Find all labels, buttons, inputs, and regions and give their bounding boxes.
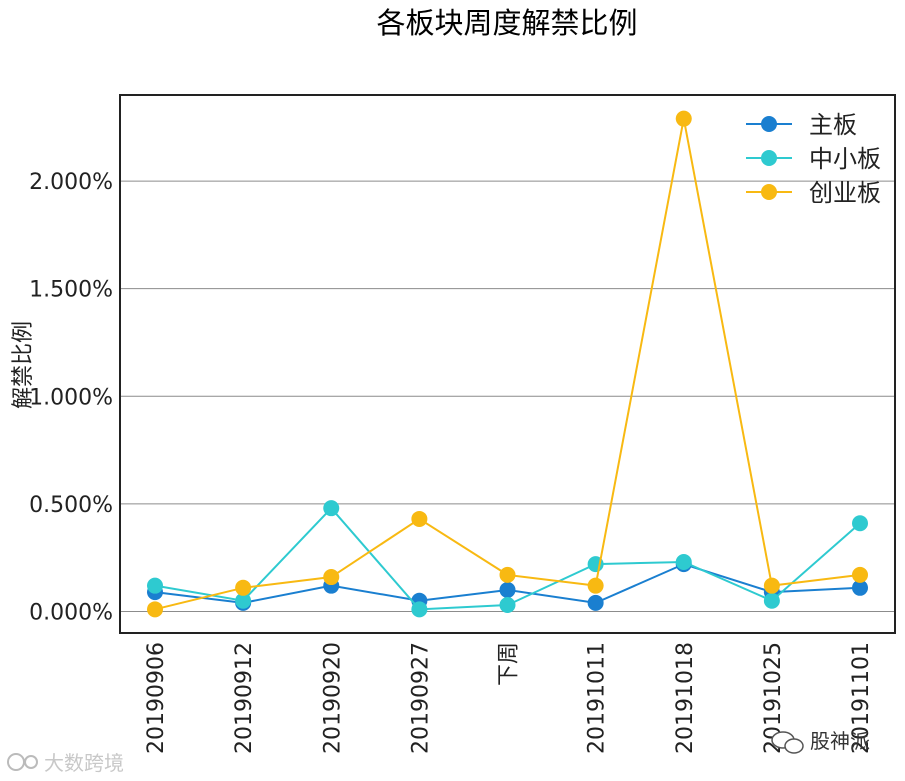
data-point [323,569,340,586]
data-point [587,577,604,594]
legend-item: 中小板 [746,145,881,173]
legend-label: 中小板 [809,145,881,173]
x-tick-label: 下周 [497,642,522,686]
legend-item: 主板 [746,111,857,139]
data-point [499,581,516,598]
legend-item: 创业板 [746,179,881,207]
x-tick-label: 20190906 [144,642,169,754]
x-tick-label: 20191018 [673,642,698,754]
watermark-right: 股神派 [771,729,870,754]
data-point [675,553,692,570]
data-point [411,601,428,618]
data-point [323,500,340,517]
x-tick-label: 20190927 [408,642,433,754]
x-axis: 20190906 20190912 20190920 20190927 下周 201910… [144,642,874,754]
data-point [675,110,692,127]
y-tick-label: 1.000% [29,385,113,410]
data-point [411,510,428,527]
legend-marker [761,116,777,132]
watermark-logo-icon-2 [24,755,38,769]
legend-label: 主板 [809,111,857,139]
x-tick-label: 20191101 [849,642,874,754]
watermark-right-text: 股神派 [810,729,870,753]
watermark-logo-icon [7,753,25,771]
data-point [235,592,252,609]
data-point [235,579,252,596]
y-axis: 0.000% 0.500% 1.000% 1.500% 2.000% [29,170,113,625]
watermark-left: 大数跨境 [7,751,124,775]
data-point [499,597,516,614]
legend-marker [761,150,777,166]
data-point [147,577,163,594]
data-point [852,579,868,596]
wechat-icon-2 [784,738,804,754]
grid [120,180,895,612]
series-group [147,110,868,618]
data-point [763,592,780,609]
chart-title: 各板块周度解禁比例 [376,6,637,40]
data-point [852,515,868,532]
data-point [499,566,516,583]
series-3 [147,110,868,618]
y-tick-label: 0.500% [29,493,113,518]
plot-frame [119,94,896,634]
data-point [587,594,604,611]
data-point [147,601,163,618]
data-point [852,566,868,583]
x-tick-label: 20190920 [320,642,345,754]
data-point [763,577,780,594]
y-tick-label: 2.000% [29,170,113,195]
x-tick-label: 20191011 [585,642,610,754]
y-tick-label: 1.500% [29,278,113,303]
watermark-left-text: 大数跨境 [44,751,124,775]
y-tick-label: 0.000% [29,600,113,625]
x-tick-label: 20190912 [232,642,257,754]
legend-marker [761,184,777,200]
y-axis-label: 解禁比例 [11,321,36,409]
legend-label: 创业板 [809,179,881,207]
